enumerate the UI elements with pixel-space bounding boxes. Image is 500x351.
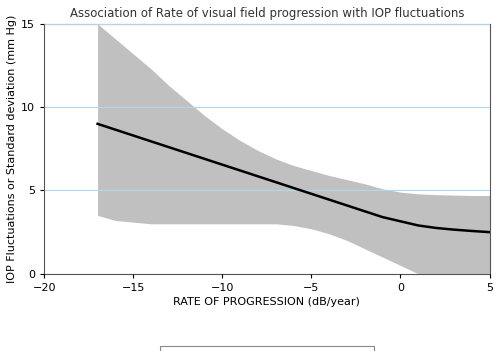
Y-axis label: IOP Fluctuations or Standard deviation (mm Hg): IOP Fluctuations or Standard deviation (… [7, 15, 17, 283]
Title: Association of Rate of visual field progression with IOP fluctuations: Association of Rate of visual field prog… [70, 7, 464, 20]
Legend: 95% CI, Fitted values: 95% CI, Fitted values [160, 346, 374, 351]
X-axis label: RATE OF PROGRESSION (dB/year): RATE OF PROGRESSION (dB/year) [174, 297, 360, 307]
